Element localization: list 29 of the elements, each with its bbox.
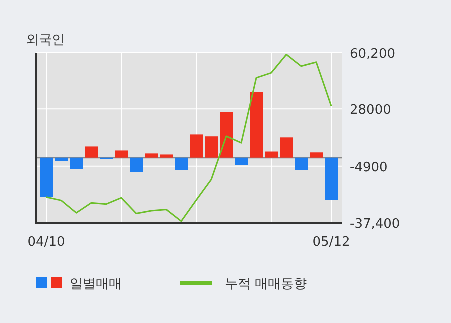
bar xyxy=(160,154,173,158)
y-tick-label: -37,400 xyxy=(350,217,400,232)
bar xyxy=(280,138,293,158)
bar xyxy=(175,158,188,170)
x-tick-label: 05/12 xyxy=(312,235,350,250)
bar xyxy=(70,158,83,170)
bar xyxy=(205,136,218,158)
bar xyxy=(325,158,338,200)
x-tick-label: 04/10 xyxy=(28,235,66,250)
bar xyxy=(235,158,248,166)
bar xyxy=(40,158,53,198)
bar xyxy=(190,134,203,158)
bar xyxy=(220,112,233,158)
y-tick-label: 28000 xyxy=(350,103,392,118)
chart-title: 외국인 xyxy=(26,33,65,48)
bar xyxy=(115,150,128,158)
bar xyxy=(310,152,323,158)
bar xyxy=(55,158,68,162)
bar xyxy=(250,92,263,158)
bar xyxy=(145,154,158,158)
legend-label: 누적 매매동향 xyxy=(225,277,308,292)
legend-label: 일별매매 xyxy=(70,277,122,292)
line-series xyxy=(46,54,332,222)
bar xyxy=(85,146,98,158)
y-tick-label: 60,200 xyxy=(350,47,396,62)
y-tick-label: -4900 xyxy=(350,160,388,176)
bar xyxy=(295,158,308,170)
bar xyxy=(130,158,143,172)
bar xyxy=(265,152,278,158)
